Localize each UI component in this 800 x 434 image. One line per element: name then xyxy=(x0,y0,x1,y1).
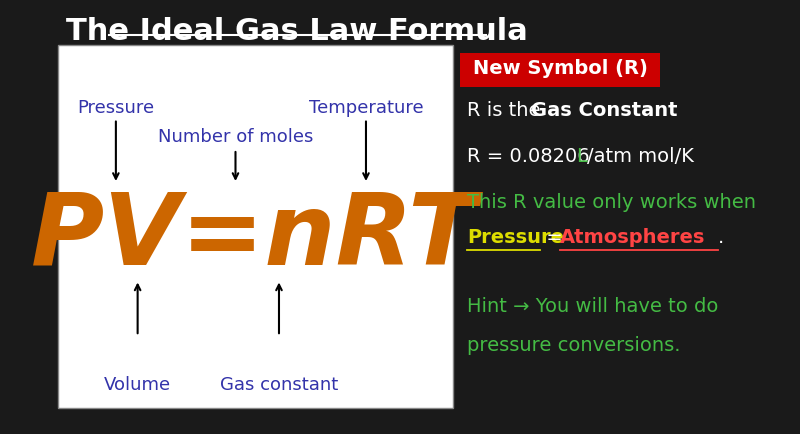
Text: Pressure: Pressure xyxy=(467,227,565,246)
FancyBboxPatch shape xyxy=(460,54,659,88)
Text: .: . xyxy=(718,227,724,246)
Text: Gas Constant: Gas Constant xyxy=(530,101,677,120)
Text: pressure conversions.: pressure conversions. xyxy=(467,335,681,355)
Text: PV=nRT: PV=nRT xyxy=(30,188,477,285)
Text: /atm mol/K: /atm mol/K xyxy=(587,147,694,166)
Text: Atmospheres: Atmospheres xyxy=(560,227,706,246)
Text: Pressure: Pressure xyxy=(78,99,154,117)
Text: Number of moles: Number of moles xyxy=(158,128,313,145)
Text: R = 0.08206: R = 0.08206 xyxy=(467,147,596,166)
Text: Hint → You will have to do: Hint → You will have to do xyxy=(467,296,719,316)
Text: .: . xyxy=(643,101,649,120)
Text: New Symbol (R): New Symbol (R) xyxy=(473,59,648,78)
Text: L: L xyxy=(576,147,587,166)
Text: R is the: R is the xyxy=(467,101,547,120)
Text: This R value only works when: This R value only works when xyxy=(467,192,757,211)
Text: Temperature: Temperature xyxy=(309,99,423,117)
Text: =: = xyxy=(540,227,569,246)
FancyBboxPatch shape xyxy=(58,46,453,408)
Text: Gas constant: Gas constant xyxy=(220,375,338,393)
Text: The Ideal Gas Law Formula: The Ideal Gas Law Formula xyxy=(66,17,528,46)
Text: Volume: Volume xyxy=(104,375,171,393)
